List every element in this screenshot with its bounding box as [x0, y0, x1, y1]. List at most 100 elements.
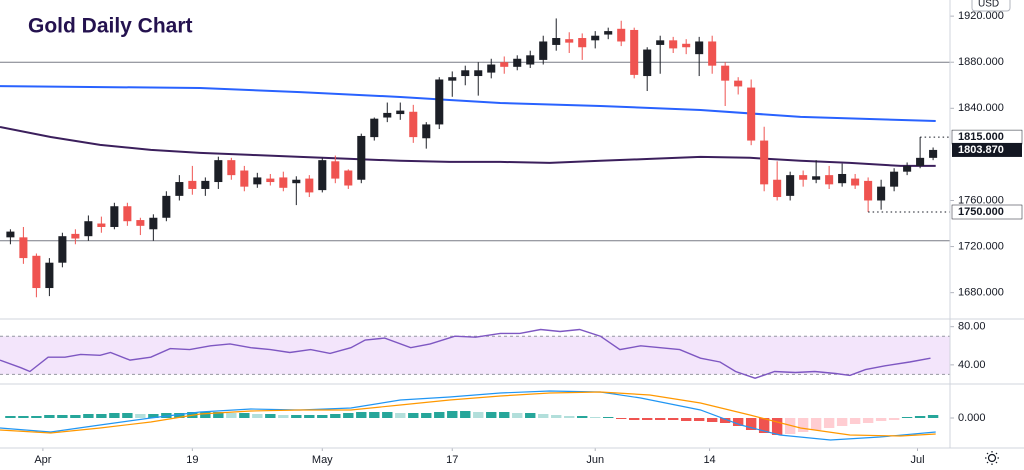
candle-body — [838, 173, 847, 184]
candle-body — [721, 65, 730, 81]
candle-body — [565, 39, 574, 43]
candle-body — [487, 64, 496, 73]
candle-body — [890, 171, 899, 187]
y-tick-label: 1680.000 — [958, 287, 1004, 299]
candle-body — [318, 160, 327, 191]
macd-histogram-bar — [862, 418, 874, 423]
candle-body — [799, 175, 808, 180]
settings-icon[interactable] — [985, 451, 999, 465]
macd-histogram-bar — [44, 415, 55, 418]
macd-histogram-bar — [369, 412, 380, 418]
candle-body — [500, 62, 509, 67]
macd-histogram-bar — [83, 414, 94, 418]
indicator-line — [0, 390, 936, 441]
candle-body — [461, 70, 470, 77]
currency-button[interactable] — [971, 0, 1011, 12]
candle-body — [58, 236, 67, 263]
macd-histogram-bar — [213, 412, 224, 418]
macd-histogram-bar — [434, 412, 445, 418]
macd-histogram-bar — [654, 418, 666, 420]
candle-body — [136, 220, 145, 226]
candle-body — [396, 110, 405, 115]
panes: 1680.000 1720.000 1760.000 1840.000 1880.000… — [0, 10, 1023, 466]
macd-histogram-bar — [603, 417, 614, 418]
candle-body — [656, 40, 665, 45]
y-tick-label: 0.000 — [958, 412, 986, 424]
candle-body — [877, 186, 886, 201]
rsi-band — [0, 336, 950, 375]
candle-body — [110, 206, 119, 227]
candle-body — [669, 40, 678, 49]
macd-histogram-bar — [447, 411, 458, 418]
candle-body — [851, 178, 860, 186]
candle-body — [760, 140, 769, 185]
candle-body — [123, 206, 132, 222]
macd-histogram-bar — [239, 413, 250, 418]
macd-histogram-bar — [343, 413, 354, 418]
candle-body — [227, 160, 236, 176]
macd-histogram-bar — [265, 414, 276, 418]
macd-histogram-bar — [590, 417, 601, 418]
candle-body — [929, 149, 938, 158]
candle-body — [513, 58, 522, 67]
macd-histogram-bar — [719, 418, 731, 423]
macd-histogram-bar — [875, 418, 887, 421]
candle-body — [214, 160, 223, 183]
macd-histogram-bar — [758, 418, 770, 433]
candle-body — [864, 180, 873, 201]
macd-histogram-bar — [499, 412, 510, 418]
candle-body — [383, 112, 392, 118]
macd-histogram-bar — [901, 417, 913, 418]
candle-body — [292, 179, 301, 184]
x-tick-label: Apr — [34, 454, 51, 466]
macd-histogram-bar — [408, 413, 419, 418]
macd-histogram-bar — [31, 416, 42, 418]
candle-body — [409, 111, 418, 138]
macd-histogram-bar — [291, 415, 302, 418]
candle-body — [240, 170, 249, 187]
macd-histogram-bar — [395, 413, 406, 418]
candle-body — [695, 41, 704, 55]
candle-body — [734, 80, 743, 87]
x-tick-label: 17 — [446, 454, 458, 466]
macd-histogram-bar — [927, 415, 939, 418]
price-label-box — [951, 204, 1023, 220]
chart-title: Gold Daily Chart — [28, 15, 193, 38]
macd-histogram-bar — [486, 412, 497, 418]
macd-histogram-bar — [616, 418, 627, 419]
indicator-line — [0, 391, 936, 437]
macd-histogram-bar — [680, 418, 692, 421]
price-label-box — [952, 142, 1022, 157]
y-tick-label: 40.00 — [958, 359, 986, 371]
macd-histogram-bar — [564, 416, 575, 418]
candle-body — [45, 262, 54, 289]
macd-histogram-bar — [551, 415, 562, 418]
candle-body — [201, 180, 210, 189]
candle-body — [331, 161, 340, 179]
x-tick-label: 19 — [186, 454, 198, 466]
macd-histogram-bar — [525, 413, 536, 418]
candle-body — [812, 176, 821, 180]
macd-histogram-bar — [771, 418, 783, 435]
macd-histogram-bar — [460, 411, 471, 418]
macd-histogram-bar — [629, 418, 640, 420]
candle-body — [6, 231, 15, 238]
currency[interactable]: USD — [978, 0, 999, 10]
candle-body — [786, 175, 795, 196]
macd-histogram-bar — [109, 413, 120, 418]
indicator-line — [0, 328, 931, 379]
candle-body — [708, 41, 717, 66]
macd-histogram-bar — [784, 418, 796, 434]
candle-body — [552, 38, 561, 45]
macd-histogram-bar — [174, 413, 185, 418]
candle-body — [591, 35, 600, 41]
candle-body — [305, 178, 314, 193]
price-label: 1815.000 — [958, 131, 1004, 143]
candle-body — [188, 180, 197, 189]
candle-body — [682, 43, 691, 48]
candle-body — [357, 135, 366, 180]
candle-body — [825, 175, 834, 185]
macd-histogram-bar — [18, 416, 29, 418]
candle-body — [643, 49, 652, 77]
candle-body — [84, 221, 93, 237]
